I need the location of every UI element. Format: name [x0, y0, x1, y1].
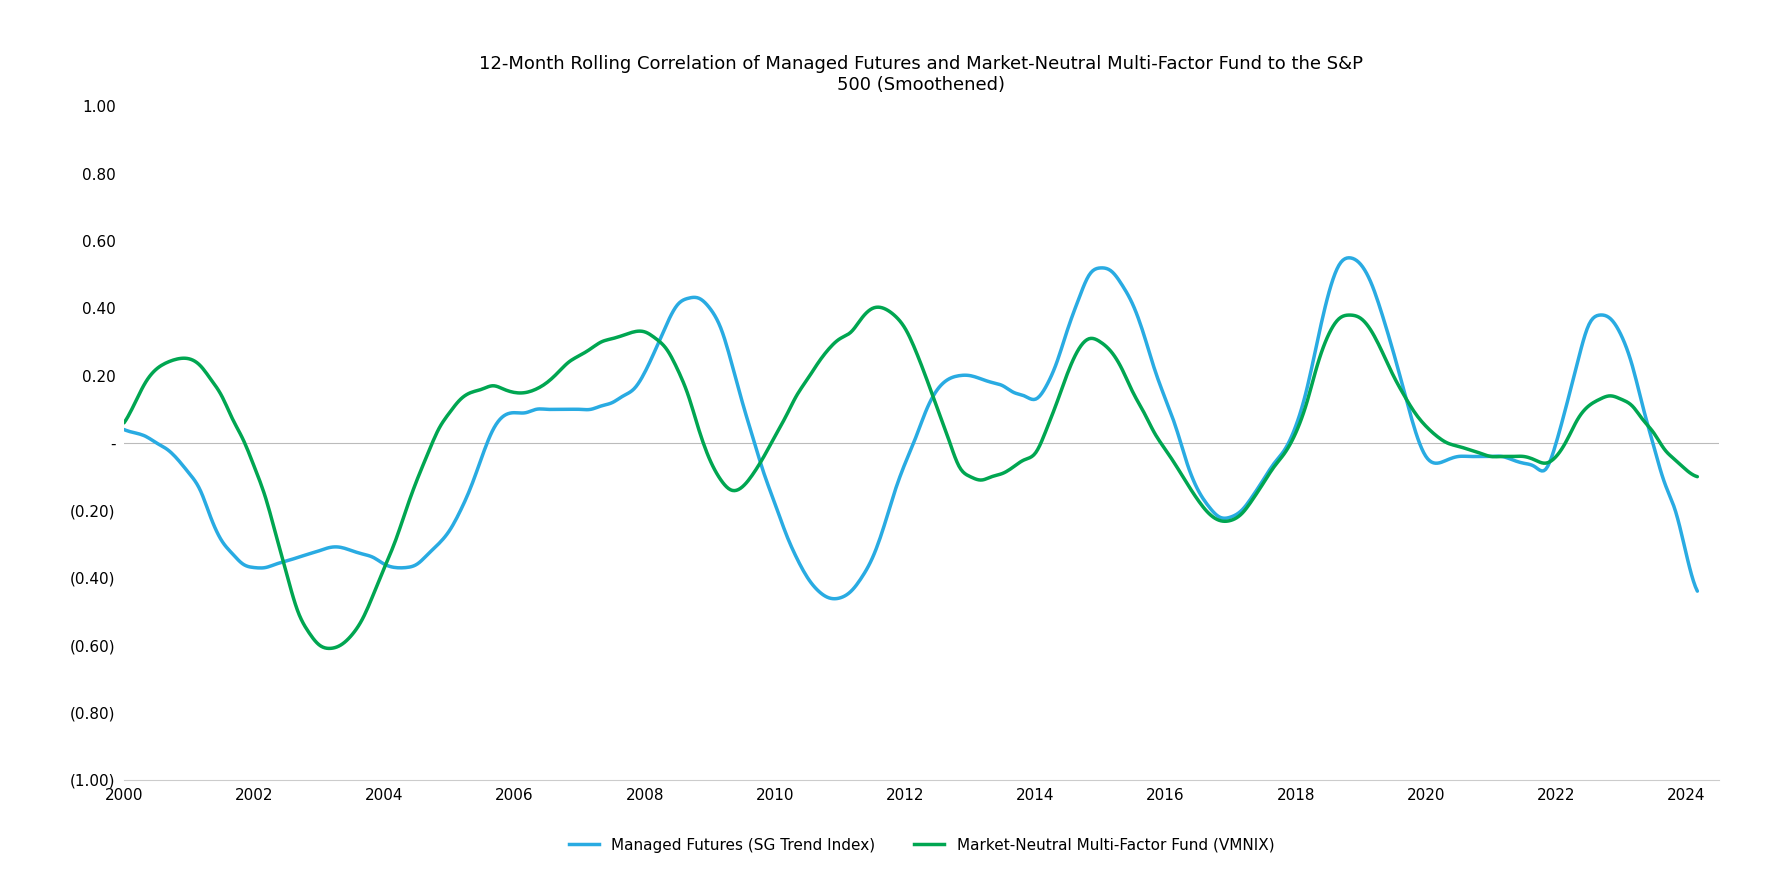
Managed Futures (SG Trend Index) [1473, 451, 1494, 462]
Line: Managed Futures (SG Trend Index): Managed Futures (SG Trend Index) [124, 258, 1698, 599]
Market-Neutral Multi-Factor Fund (VMNIX) [868, 302, 890, 313]
Title: 12-Month Rolling Correlation of Managed Futures and Market-Neutral Multi-Factor : 12-Month Rolling Correlation of Managed … [480, 55, 1363, 94]
Market-Neutral Multi-Factor Fund (VMNIX) [1311, 347, 1333, 358]
Managed Futures (SG Trend Index) [113, 424, 135, 435]
Legend: Managed Futures (SG Trend Index), Market-Neutral Multi-Factor Fund (VMNIX): Managed Futures (SG Trend Index), Market… [569, 838, 1274, 853]
Market-Neutral Multi-Factor Fund (VMNIX) [319, 643, 340, 654]
Market-Neutral Multi-Factor Fund (VMNIX) [209, 388, 230, 399]
Market-Neutral Multi-Factor Fund (VMNIX) [1120, 382, 1141, 392]
Managed Futures (SG Trend Index) [1030, 391, 1051, 401]
Managed Futures (SG Trend Index) [209, 533, 230, 544]
Managed Futures (SG Trend Index) [1118, 290, 1139, 300]
Managed Futures (SG Trend Index) [1338, 253, 1359, 263]
Managed Futures (SG Trend Index) [1687, 586, 1708, 596]
Market-Neutral Multi-Factor Fund (VMNIX) [1473, 449, 1494, 460]
Market-Neutral Multi-Factor Fund (VMNIX) [1687, 471, 1708, 482]
Managed Futures (SG Trend Index) [824, 594, 845, 604]
Market-Neutral Multi-Factor Fund (VMNIX) [1031, 436, 1053, 447]
Market-Neutral Multi-Factor Fund (VMNIX) [113, 417, 135, 428]
Market-Neutral Multi-Factor Fund (VMNIX) [1072, 338, 1093, 348]
Line: Market-Neutral Multi-Factor Fund (VMNIX): Market-Neutral Multi-Factor Fund (VMNIX) [124, 307, 1698, 649]
Managed Futures (SG Trend Index) [1070, 288, 1092, 299]
Managed Futures (SG Trend Index) [1310, 327, 1331, 338]
